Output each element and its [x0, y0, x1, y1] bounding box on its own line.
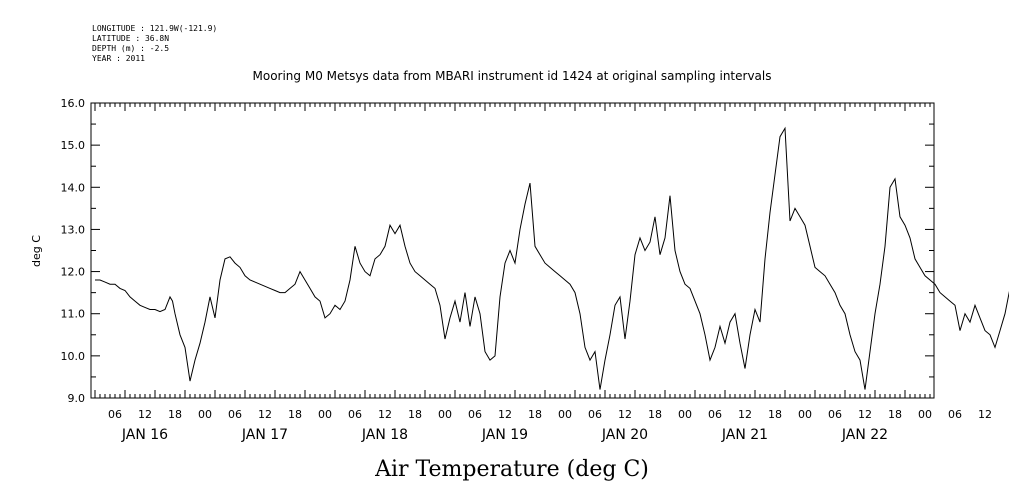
day-label: JAN 21: [721, 427, 768, 443]
day-label: JAN 16: [121, 427, 168, 443]
day-label: JAN 19: [481, 427, 528, 443]
y-tick-label: 9.0: [68, 392, 86, 405]
plot-frame: [90, 102, 935, 399]
x-tick-label: 00: [438, 408, 452, 421]
x-tick-label: 18: [168, 408, 182, 421]
x-tick-label: 12: [738, 408, 752, 421]
depth-text: DEPTH (m) : -2.5: [92, 44, 169, 53]
x-tick-labels: 06 12 18 00 06 12 18 00 06 12 18 00 06 12 18 00 06 12 18 00…: [108, 408, 1009, 421]
day-labels: JAN 16 JAN 17 JAN 18 JAN 19 JAN 20 JAN 21 JAN …: [121, 427, 888, 443]
x-tick-label: 12: [498, 408, 512, 421]
x-tick-label: 06: [468, 408, 482, 421]
x-tick-label: 00: [198, 408, 212, 421]
day-label: JAN 17: [241, 427, 288, 443]
y-tick-labels: 9.0 10.0 11.0 12.0 13.0 14.0 15.0 16.0: [61, 97, 86, 405]
x-tick-label: 12: [138, 408, 152, 421]
day-label: JAN 20: [601, 427, 648, 443]
day-label: JAN 18: [361, 427, 408, 443]
x-tick-label: 18: [288, 408, 302, 421]
x-tick-label: 00: [558, 408, 572, 421]
y-tick-label: 16.0: [61, 97, 86, 110]
y-tick-label: 15.0: [61, 139, 86, 152]
x-tick-label: 18: [888, 408, 902, 421]
x-tick-label: 06: [828, 408, 842, 421]
air-temperature-line: [95, 126, 1009, 390]
x-tick-label: 12: [858, 408, 872, 421]
x-tick-label: 06: [108, 408, 122, 421]
x-tick-label: 06: [948, 408, 962, 421]
y-tick-label: 14.0: [61, 181, 86, 194]
y-tick-label: 13.0: [61, 223, 86, 236]
x-tick-label: 18: [408, 408, 422, 421]
longitude-text: LONGITUDE : 121.9W(-121.9): [92, 24, 217, 33]
latitude-text: LATITUDE : 36.8N: [92, 34, 169, 43]
x-tick-label: 12: [258, 408, 272, 421]
y-tick-label: 12.0: [61, 266, 86, 279]
x-tick-label: 00: [678, 408, 692, 421]
x-tick-label: 06: [588, 408, 602, 421]
y-tick-label: 10.0: [61, 350, 86, 363]
chart-title: Mooring M0 Metsys data from MBARI instru…: [253, 69, 772, 83]
x-axis-label: Air Temperature (deg C): [374, 457, 649, 482]
day-label: JAN 22: [841, 427, 888, 443]
x-tick-label: 12: [978, 408, 992, 421]
x-tick-label: 00: [318, 408, 332, 421]
tick-marks: [91, 102, 934, 399]
y-axis-label: deg C: [30, 235, 43, 267]
y-tick-label: 11.0: [61, 308, 86, 321]
x-tick-label: 12: [378, 408, 392, 421]
x-tick-label: 00: [918, 408, 932, 421]
x-tick-label: 06: [348, 408, 362, 421]
x-tick-label: 00: [798, 408, 812, 421]
x-tick-label: 18: [648, 408, 662, 421]
x-tick-label: 18: [768, 408, 782, 421]
x-tick-label: 06: [708, 408, 722, 421]
year-text: YEAR : 2011: [92, 54, 145, 63]
x-tick-label: 12: [618, 408, 632, 421]
x-tick-label: 18: [528, 408, 542, 421]
x-tick-label: 06: [228, 408, 242, 421]
